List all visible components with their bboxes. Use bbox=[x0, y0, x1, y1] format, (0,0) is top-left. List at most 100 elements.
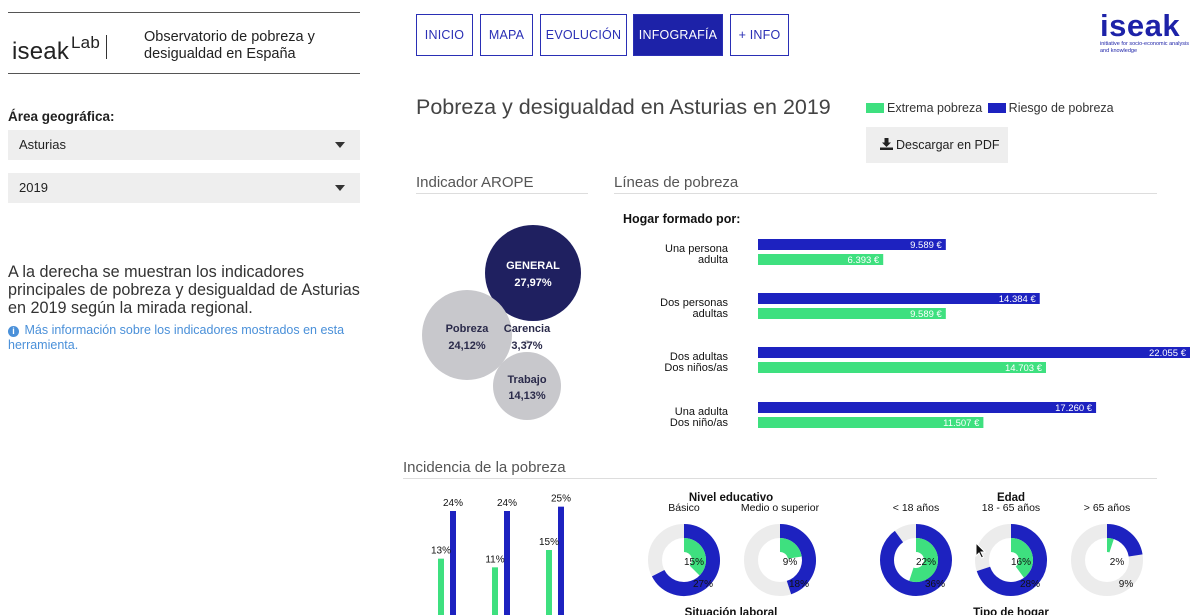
arope-title: Indicador AROPE bbox=[416, 174, 534, 191]
household-label: adultas bbox=[693, 308, 729, 320]
donut-risk-label: 28% bbox=[1020, 579, 1040, 590]
intro-text: A la derecha se muestran los indicadores… bbox=[8, 263, 360, 317]
site-header: iseak Lab Observatorio de pobreza y desig… bbox=[8, 12, 360, 74]
donut-risk-label: 18% bbox=[789, 579, 809, 590]
arope-bubble-chart: GENERAL 27,97% Pobreza 24,12% Carencia 3… bbox=[422, 225, 581, 420]
donut-category-label: Básico bbox=[668, 502, 700, 514]
donut-risk-arc bbox=[880, 524, 952, 596]
extreme-bar-label: 11% bbox=[485, 554, 504, 565]
legend-label-extreme: Extrema pobreza bbox=[887, 101, 983, 115]
bubble-general bbox=[485, 225, 581, 321]
tab-evolucion[interactable]: EVOLUCIÓN bbox=[540, 14, 627, 56]
iseak-lab-logo[interactable]: iseak Lab bbox=[12, 33, 100, 66]
logo-text: iseak bbox=[12, 38, 70, 65]
donut-extreme-arc bbox=[909, 538, 938, 582]
download-icon bbox=[880, 127, 893, 163]
bubble-carencia-value: 3,37% bbox=[511, 340, 542, 352]
household-label: Dos adultas bbox=[670, 351, 729, 363]
site-title: Observatorio de pobreza y desigualdad en… bbox=[144, 29, 315, 62]
risk-bar bbox=[450, 511, 456, 615]
donut-risk-arc bbox=[779, 524, 816, 595]
donut-extreme-arc bbox=[1010, 538, 1033, 578]
household-label: Dos niño/as bbox=[670, 417, 729, 429]
tab-inicio[interactable]: INICIO bbox=[416, 14, 473, 56]
extreme-bar bbox=[758, 254, 884, 265]
tab-infografia[interactable]: INFOGRAFÍA bbox=[633, 14, 723, 56]
poverty-lines-title: Líneas de pobreza bbox=[614, 174, 739, 191]
risk-bar bbox=[758, 402, 1097, 413]
bubble-carencia-label: Carencia bbox=[504, 323, 551, 335]
extreme-bar bbox=[492, 567, 498, 615]
donut-extreme-arc bbox=[683, 538, 706, 576]
donut-extreme-label: 15% bbox=[684, 557, 704, 568]
bubble-general-value: 27,97% bbox=[514, 277, 552, 289]
donut-risk-label: 36% bbox=[925, 579, 945, 590]
region-select-value: Asturias bbox=[19, 137, 66, 152]
risk-bar-label: 22.055 € bbox=[1149, 348, 1187, 359]
risk-bar bbox=[758, 347, 1190, 358]
bubble-carencia bbox=[525, 340, 529, 344]
bubble-pobreza bbox=[422, 290, 512, 380]
extreme-bar bbox=[546, 550, 552, 615]
household-label: Una adulta bbox=[675, 406, 729, 418]
tab-mas-info[interactable]: + INFO bbox=[730, 14, 789, 56]
donut-extreme-arc bbox=[1106, 537, 1114, 553]
legend-swatch-extreme bbox=[866, 103, 884, 113]
bubble-pobreza-value: 24,12% bbox=[448, 340, 486, 352]
donut-extreme-label: 22% bbox=[916, 557, 936, 568]
incidence-donut-charts: Nivel educativo Edad Situación laboral T… bbox=[648, 492, 1143, 615]
legend-item-extreme: Extrema pobreza bbox=[866, 101, 982, 115]
education-title: Nivel educativo bbox=[689, 492, 773, 504]
poverty-lines-subtitle: Hogar formado por: bbox=[623, 212, 740, 226]
bubble-trabajo bbox=[493, 352, 561, 420]
iseak-logo-word: iseak bbox=[1100, 8, 1181, 43]
risk-bar bbox=[758, 239, 946, 250]
donut-category-label: 18 - 65 años bbox=[982, 502, 1040, 514]
extreme-bar-label: 11.507 € bbox=[943, 418, 980, 429]
risk-bar-label: 24% bbox=[443, 498, 463, 509]
risk-bar bbox=[504, 511, 510, 615]
arope-divider bbox=[416, 193, 588, 194]
extreme-bar-label: 15% bbox=[539, 537, 559, 548]
legend-item-risk: Riesgo de pobreza bbox=[987, 101, 1114, 115]
extreme-bar bbox=[758, 417, 984, 428]
chevron-down-icon bbox=[335, 185, 345, 191]
donut-extreme-arc bbox=[779, 538, 802, 560]
bubble-trabajo-value: 14,13% bbox=[508, 390, 546, 402]
region-select[interactable]: Asturias bbox=[8, 130, 360, 160]
tab-mapa[interactable]: MAPA bbox=[480, 14, 533, 56]
household-label: Dos personas bbox=[660, 297, 728, 309]
logo-divider bbox=[106, 35, 107, 59]
bubble-pobreza-label: Pobreza bbox=[446, 323, 490, 335]
risk-bar-label: 25% bbox=[551, 494, 571, 505]
legend-label-risk: Riesgo de pobreza bbox=[1008, 101, 1114, 115]
donut-risk-label: 27% bbox=[693, 579, 713, 590]
chart-legend: Extrema pobreza Riesgo de pobreza bbox=[866, 101, 1116, 115]
more-info-link[interactable]: i Más información sobre los indicadores … bbox=[8, 323, 353, 353]
page-title: Pobreza y desigualdad en Asturias en 201… bbox=[416, 95, 831, 119]
year-select[interactable]: 2019 bbox=[8, 173, 360, 203]
download-pdf-button[interactable]: Descargar en PDF bbox=[866, 127, 1008, 163]
area-label: Área geográfica: bbox=[8, 109, 115, 124]
extreme-bar bbox=[438, 558, 444, 615]
logo-sup: Lab bbox=[71, 33, 100, 52]
donut-risk-arc bbox=[651, 524, 720, 596]
risk-bar-label: 9.589 € bbox=[910, 240, 942, 251]
extreme-bar-label: 13% bbox=[431, 546, 451, 557]
mouse-cursor-icon bbox=[975, 542, 987, 559]
incidence-bar-chart: 24% 13% 24% 11% 25% 15% bbox=[431, 494, 571, 615]
download-pdf-label: Descargar en PDF bbox=[896, 138, 1000, 152]
extreme-bar-label: 9.589 € bbox=[910, 309, 942, 320]
donut-risk-arc bbox=[976, 524, 1047, 596]
donut-risk-label: 9% bbox=[1119, 579, 1134, 590]
extreme-bar bbox=[758, 362, 1046, 373]
legend-swatch-risk bbox=[987, 103, 1006, 113]
risk-bar-label: 17.260 € bbox=[1055, 403, 1093, 414]
donut-category-label: > 65 años bbox=[1084, 502, 1130, 514]
extreme-bar-label: 14.703 € bbox=[1005, 363, 1043, 374]
more-info-text: Más información sobre los indicadores mo… bbox=[8, 323, 345, 352]
iseak-logo[interactable]: iseak initiative for socio-economic anal… bbox=[1100, 10, 1195, 62]
extreme-bar-label: 6.393 € bbox=[848, 255, 880, 266]
donut-extreme-label: 16% bbox=[1011, 557, 1031, 568]
